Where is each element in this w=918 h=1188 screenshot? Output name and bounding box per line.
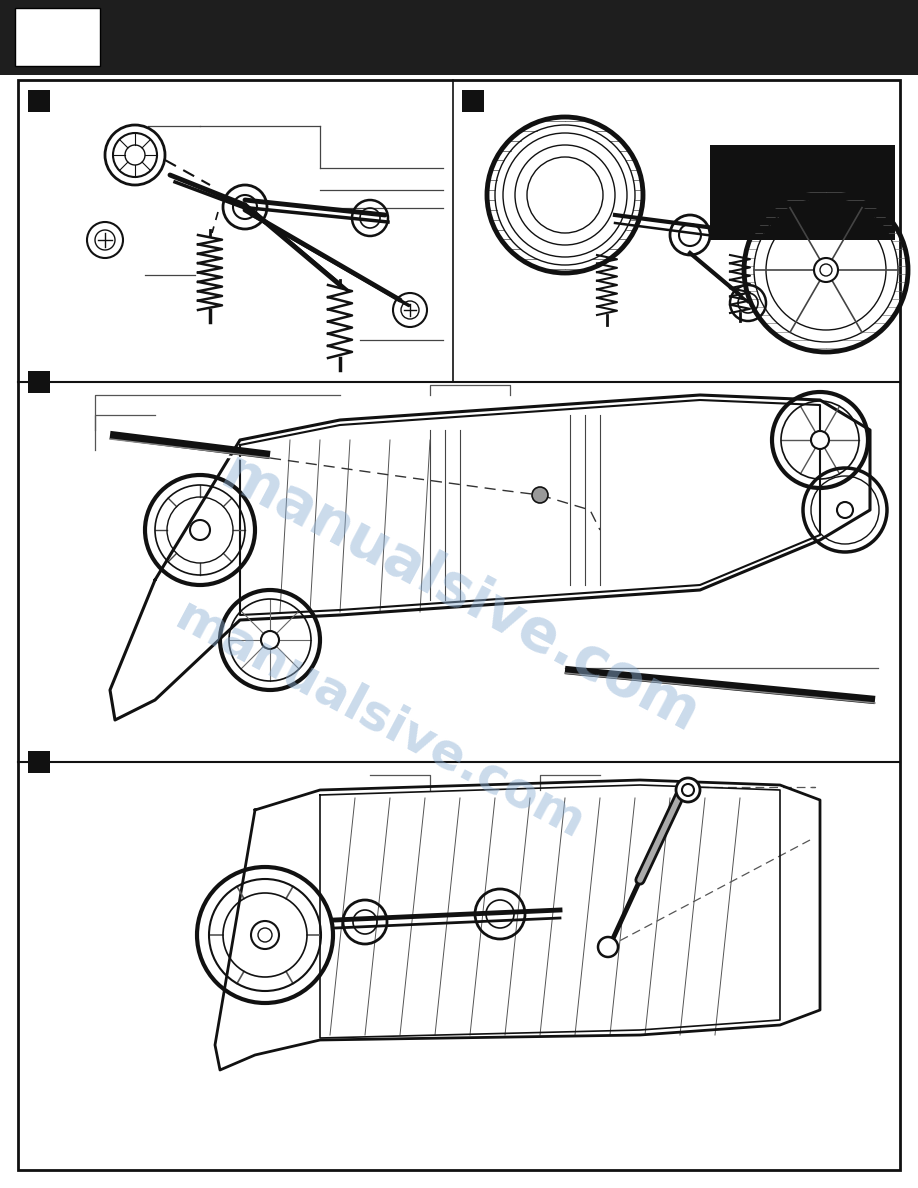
Bar — [0, 0, 918, 75]
Bar — [28, 751, 50, 773]
Text: manualsive.com: manualsive.com — [211, 444, 709, 745]
Bar — [462, 90, 484, 112]
Circle shape — [811, 431, 829, 449]
Circle shape — [598, 937, 618, 958]
Circle shape — [814, 258, 838, 282]
Circle shape — [532, 487, 548, 503]
Bar — [28, 90, 50, 112]
Bar — [28, 371, 50, 393]
Circle shape — [676, 778, 700, 802]
Text: manualsive.com: manualsive.com — [167, 592, 593, 848]
Circle shape — [837, 503, 853, 518]
Bar — [710, 145, 895, 240]
Circle shape — [251, 921, 279, 949]
Circle shape — [190, 520, 210, 541]
Bar — [15, 8, 100, 67]
Circle shape — [261, 631, 279, 649]
